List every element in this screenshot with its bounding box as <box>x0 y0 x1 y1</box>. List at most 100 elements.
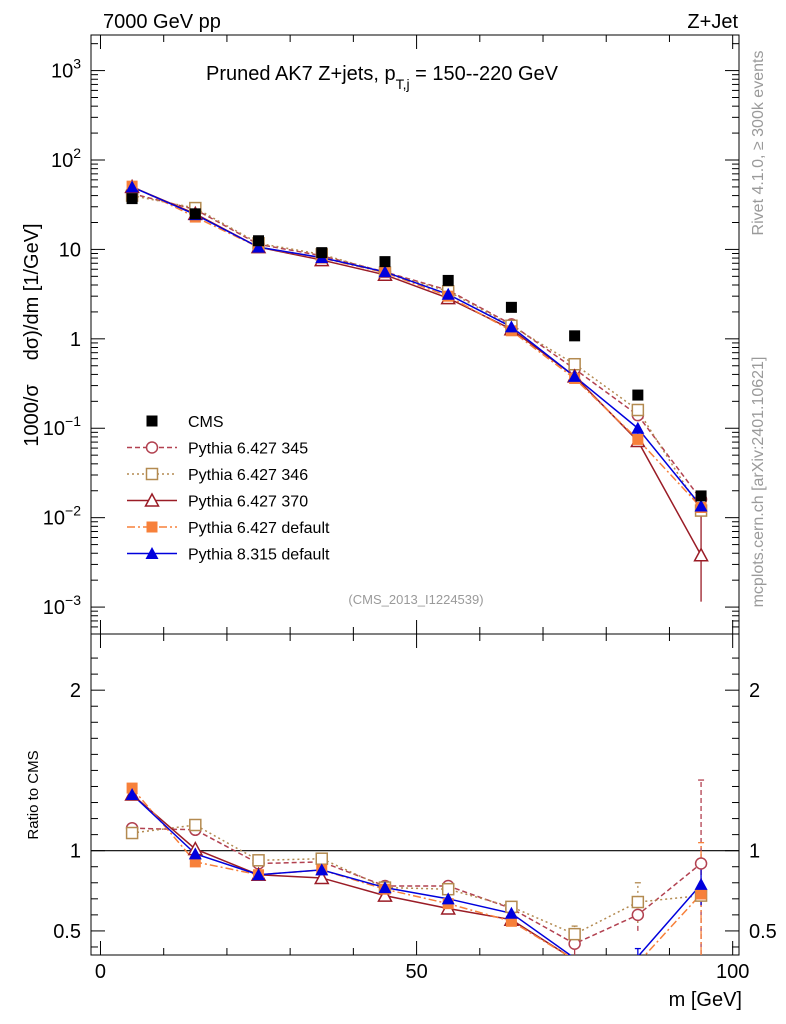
main-ytick-exp: −2 <box>65 503 81 519</box>
main-series-point <box>441 287 455 300</box>
ratio-series-point <box>125 826 139 840</box>
legend-label: Pythia 6.427 345 <box>188 441 308 458</box>
cms-data-point <box>695 490 707 502</box>
main-ytick-base: 10 <box>43 418 65 440</box>
ratio-ytick-label-right: 1 <box>749 841 760 863</box>
main-series-point <box>694 499 708 512</box>
legend-marker-cms <box>146 415 158 427</box>
ratio-plot-frame <box>90 633 740 956</box>
ratio-series-point <box>252 868 266 881</box>
main-ytick-label: 10−1 <box>43 413 81 440</box>
main-title: Pruned AK7 Z+jets, pT,j = 150--220 GeV <box>206 63 559 92</box>
cms-data-point <box>632 389 644 401</box>
ratio-ylabel: Ratio to CMS <box>25 750 42 839</box>
ratio-series-line <box>131 793 702 955</box>
main-ylabel-right: dσ)/dm [1/GeV] <box>21 223 43 360</box>
ratio-ytick-label: 2 <box>70 680 81 702</box>
cms-data-point <box>126 193 138 205</box>
legend-label: Pythia 8.315 default <box>188 547 330 564</box>
main-watermark: (CMS_2013_I1224539) <box>348 592 483 607</box>
main-series-point <box>632 433 644 445</box>
main-series-point <box>252 240 266 253</box>
main-series-point <box>568 357 581 371</box>
main-series-point <box>631 403 645 417</box>
rivet-label: Rivet 4.1.0, ≥ 300k events <box>750 51 767 236</box>
main-marks <box>124 178 709 602</box>
ratio-series-line <box>132 827 702 945</box>
main-title-sub: T,j <box>396 76 410 92</box>
main-ytick-base: 10 <box>51 150 73 172</box>
ratio-series-point <box>189 818 202 832</box>
ratio-series-point <box>694 877 708 890</box>
ratio-series-point <box>631 895 645 909</box>
legend-marker <box>145 441 159 454</box>
main-series-point <box>631 421 645 434</box>
ratio-series-point <box>505 915 517 927</box>
main-plot-frame <box>90 34 740 635</box>
ratio-ticks: 0.5 0.5 1 1 2 2 0 50 100 <box>53 634 777 983</box>
legend-marker <box>146 521 158 533</box>
main-ylabel-left: 1000/σ <box>21 384 43 447</box>
cms-data-point <box>253 235 265 247</box>
main-series-line <box>131 186 702 507</box>
mcplots-label: mcplots.cern.ch [arXiv:2401.10621] <box>750 357 767 608</box>
ratio-series-line <box>131 793 569 955</box>
legend-marker <box>145 547 159 559</box>
ratio-series-point <box>378 881 392 894</box>
main-ytick-base: 10 <box>51 61 73 83</box>
main-ytick-label: 10−3 <box>43 592 81 619</box>
legend-label: Pythia 6.427 default <box>188 520 330 537</box>
main-ytick-label: 1 <box>70 329 81 351</box>
main-ytick-label: 102 <box>51 145 81 172</box>
xlabel: m [GeV] <box>669 989 742 1011</box>
cms-data-point <box>189 208 201 220</box>
main-ytick-label: 103 <box>51 56 81 83</box>
ratio-ytick-label-right: 0.5 <box>749 921 777 943</box>
main-title-text: Pruned AK7 Z+jets, p <box>206 63 396 85</box>
ratio-series-point <box>188 847 202 860</box>
ratio-series-point <box>315 863 329 876</box>
ratio-series-point <box>441 892 455 905</box>
main-ytick-base: 10 <box>43 597 65 619</box>
ratio-series-point <box>189 856 201 868</box>
cms-data-point <box>379 256 391 268</box>
main-series-line <box>131 185 702 508</box>
legend: CMS Pythia 6.427 345 Pythia 6.427 346 Pythi… <box>127 414 330 564</box>
ratio-ytick-label-right: 2 <box>749 680 760 702</box>
legend-marker <box>144 492 160 507</box>
main-series-point <box>568 369 582 382</box>
main-series-point <box>693 547 709 562</box>
ratio-xtick-label: 100 <box>716 961 749 983</box>
main-ytick-base: 10 <box>43 508 65 530</box>
main-ytick-exp: 2 <box>73 145 81 161</box>
legend-marker <box>145 467 159 481</box>
ratio-series-point <box>315 852 329 865</box>
ratio-ytick-label: 1 <box>70 841 81 863</box>
main-series-point <box>504 320 518 333</box>
main-ylabel: 1000/σ dσ)/dm [1/GeV] <box>21 223 43 446</box>
main-ytick-label: 10 <box>59 239 81 261</box>
ratio-marks <box>91 779 739 955</box>
cms-data-point <box>442 274 454 286</box>
ratio-xtick-label: 50 <box>405 961 427 983</box>
ratio-series-line <box>131 824 702 935</box>
legend-label-cms: CMS <box>188 414 224 431</box>
ratio-series-point <box>313 869 330 885</box>
ratio-series-point <box>694 857 708 870</box>
cms-data-point <box>505 301 517 313</box>
ratio-series-point <box>125 788 139 800</box>
ratio-series-point <box>631 908 645 922</box>
header-left: 7000 GeV pp <box>103 11 221 33</box>
main-ytick-exp: −1 <box>65 413 81 429</box>
ratio-series-group <box>124 779 708 955</box>
header-right: Z+Jet <box>687 11 738 33</box>
ratio-xtick-label: 0 <box>95 961 106 983</box>
main-ytick-exp: 3 <box>73 56 81 72</box>
ratio-ytick-label: 0.5 <box>53 921 81 943</box>
main-series-point <box>125 180 139 193</box>
main-ytick-label: 10−2 <box>43 503 81 530</box>
cms-data-point <box>569 330 581 342</box>
ratio-series-point <box>695 888 707 900</box>
